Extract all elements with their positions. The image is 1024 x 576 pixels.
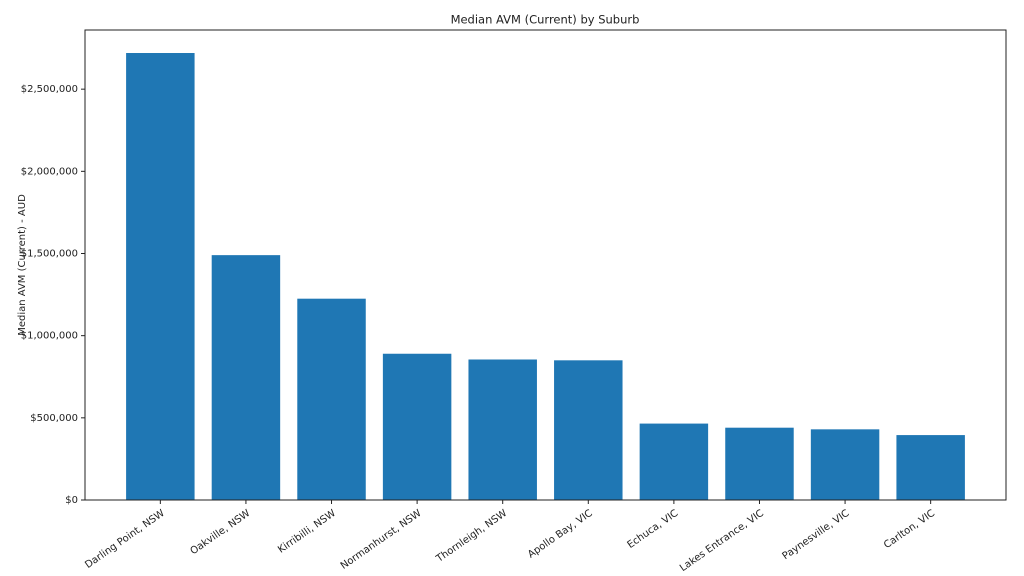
x-tick-label: Thornleigh, NSW — [434, 508, 509, 565]
chart-title: Median AVM (Current) by Suburb — [451, 13, 640, 27]
y-axis-label: Median AVM (Current) - AUD — [17, 194, 28, 336]
bar — [810, 429, 880, 500]
bar — [211, 255, 281, 500]
bar — [725, 427, 794, 500]
plot-frame — [84, 29, 1007, 501]
y-tick-label: $1,000,000 — [21, 331, 78, 342]
bar — [468, 359, 537, 500]
x-tick-label: Normanhurst, NSW — [339, 508, 424, 572]
bar — [126, 53, 195, 501]
bar — [554, 360, 623, 500]
y-tick-label: $0 — [65, 495, 78, 506]
x-tick-label: Apollo Bay, VIC — [526, 508, 595, 561]
bar — [382, 353, 452, 500]
x-tick-label: Lakes Entrance, VIC — [678, 508, 766, 574]
x-tick-label: Darling Point, NSW — [83, 508, 167, 571]
y-tick-label: $500,000 — [30, 413, 78, 424]
bar — [297, 298, 366, 500]
x-tick-label: Oakville, NSW — [188, 508, 252, 557]
y-tick-label: $2,000,000 — [21, 166, 78, 177]
x-tick-label: Kirribilli, NSW — [276, 508, 338, 556]
y-tick-label: $1,500,000 — [21, 248, 78, 259]
bar — [639, 423, 709, 500]
x-tick-label: Carlton, VIC — [882, 508, 937, 551]
x-tick-label: Echuca, VIC — [625, 508, 680, 551]
bar — [896, 435, 965, 500]
y-tick-label: $2,500,000 — [21, 84, 78, 95]
x-tick-label: Paynesville, VIC — [781, 508, 852, 562]
